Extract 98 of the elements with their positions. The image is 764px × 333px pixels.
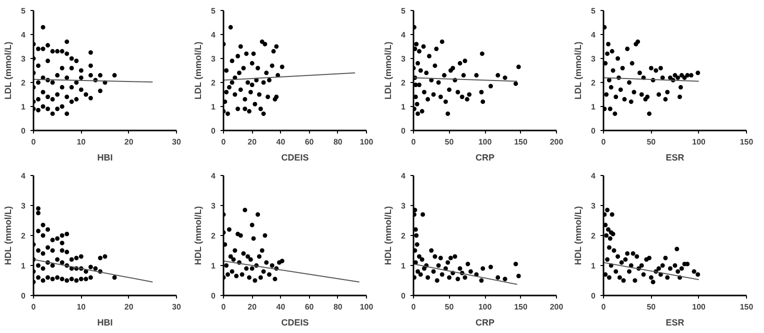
x-tick-label: 20 [248,138,258,146]
y-tick-label: 4 [211,30,216,40]
x-axis-title: CRP [476,152,495,162]
y-tick-label: 0 [591,126,596,136]
x-tick-label: 10 [76,302,86,312]
x-tick-label: 30 [172,302,182,312]
y-tick-label: 4 [21,172,26,180]
y-tick-label: 5 [21,6,26,16]
x-axis-title: ESR [666,152,685,162]
y-tick-label: 5 [401,6,406,16]
x-tick-label: 0 [601,138,606,146]
y-axis-title: LDL (mmol/L) [193,42,204,100]
y-axis-title: HDL (mmol/L) [573,206,584,265]
y-tick-label: 1 [211,262,216,270]
x-axis-title: ESR [666,318,685,328]
x-tick-label: 100 [692,138,706,146]
y-tick-label: 1 [21,102,26,112]
x-tick-label: 100 [478,302,492,312]
y-tick-label: 4 [211,172,216,180]
x-tick-label: 0 [31,138,36,146]
y-tick-label: 3 [591,202,596,210]
y-tick-label: 1 [401,102,406,112]
y-tick-label: 3 [401,54,406,64]
y-tick-label: 5 [591,6,596,16]
y-tick-label: 4 [401,30,406,40]
y-tick-label: 2 [401,232,406,240]
x-tick-label: 30 [172,138,182,146]
x-tick-label: 40 [276,138,286,146]
x-tick-label: 80 [333,138,343,146]
x-tick-label: 50 [444,302,454,312]
x-tick-label: 200 [550,302,564,312]
x-axis-title: CDEIS [281,318,309,328]
y-tick-label: 3 [21,54,26,64]
x-tick-label: 0 [221,138,226,146]
y-tick-label: 1 [211,102,216,112]
y-axis-title: LDL (mmol/L) [3,42,14,100]
y-tick-label: 2 [401,78,406,88]
y-tick-label: 4 [401,172,406,180]
x-tick-label: 150 [740,138,754,146]
x-tick-label: 50 [646,138,656,146]
x-tick-label: 100 [692,302,706,312]
y-tick-label: 1 [591,102,596,112]
y-tick-label: 3 [401,202,406,210]
x-tick-label: 20 [124,302,134,312]
y-tick-label: 2 [591,232,596,240]
x-tick-label: 0 [411,138,416,146]
y-axis-title: HDL (mmol/L) [193,206,204,265]
y-tick-label: 0 [401,126,406,136]
y-tick-label: 3 [21,202,26,210]
y-tick-label: 1 [591,262,596,270]
x-tick-label: 60 [304,138,314,146]
x-axis-title: CDEIS [281,152,309,162]
x-tick-label: 100 [360,138,374,146]
y-axis-title: HDL (mmol/L) [3,206,14,265]
x-tick-label: 100 [478,138,492,146]
x-tick-label: 50 [646,302,656,312]
y-axis-title: LDL (mmol/L) [383,42,394,100]
x-tick-label: 150 [740,302,754,312]
y-tick-label: 2 [21,78,26,88]
y-axis-title: LDL (mmol/L) [573,42,584,100]
x-axis-title: HBI [97,152,113,162]
y-tick-label: 1 [401,262,406,270]
y-tick-label: 2 [21,232,26,240]
x-tick-label: 40 [276,302,286,312]
x-tick-label: 50 [444,138,454,146]
x-tick-label: 200 [550,138,564,146]
x-tick-label: 80 [333,302,343,312]
y-tick-label: 0 [211,292,216,300]
x-tick-label: 150 [514,302,528,312]
x-tick-label: 0 [411,302,416,312]
y-tick-label: 0 [591,292,596,300]
x-tick-label: 20 [124,138,134,146]
y-tick-label: 3 [211,54,216,64]
y-tick-label: 0 [211,126,216,136]
x-axis-title: HBI [97,318,113,328]
x-tick-label: 0 [601,302,606,312]
y-tick-label: 3 [211,202,216,210]
y-tick-label: 2 [211,232,216,240]
x-axis-title: CRP [476,318,495,328]
x-tick-label: 100 [360,302,374,312]
y-tick-label: 0 [21,292,26,300]
y-axis-title: HDL (mmol/L) [383,206,394,265]
x-tick-label: 60 [304,302,314,312]
y-tick-label: 3 [591,54,596,64]
x-tick-label: 0 [31,302,36,312]
y-tick-label: 1 [21,262,26,270]
y-tick-label: 2 [211,78,216,88]
y-tick-label: 0 [401,292,406,300]
y-tick-label: 4 [591,30,596,40]
x-tick-label: 20 [248,302,258,312]
y-tick-label: 4 [21,30,26,40]
x-tick-label: 150 [514,138,528,146]
y-tick-label: 2 [591,78,596,88]
y-tick-label: 5 [211,6,216,16]
x-tick-label: 10 [76,138,86,146]
y-tick-label: 4 [591,172,596,180]
y-tick-label: 0 [21,126,26,136]
x-tick-label: 0 [221,302,226,312]
